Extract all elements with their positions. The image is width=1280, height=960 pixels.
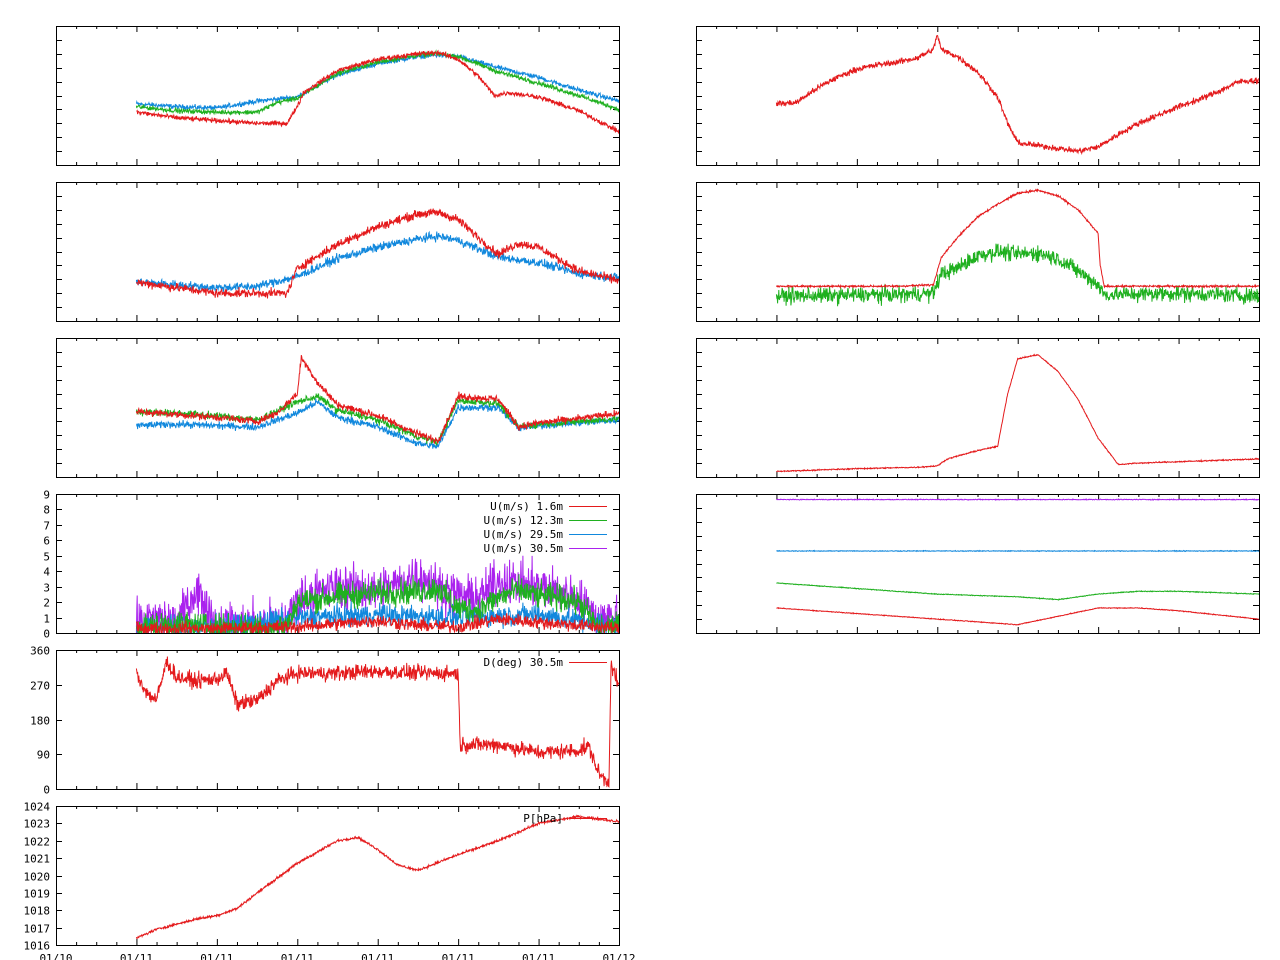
series-line-1 xyxy=(775,243,1259,307)
chart-panel-right-1 xyxy=(696,26,1260,166)
plot-frame xyxy=(696,494,1260,634)
series-line-0 xyxy=(135,814,619,940)
plot-frame xyxy=(696,338,1260,478)
series-line-1 xyxy=(135,230,619,293)
y-tick-label: 7 xyxy=(43,520,50,533)
series-line-3 xyxy=(135,555,619,633)
series-line-2 xyxy=(776,582,1259,601)
y-tick-label: 1024 xyxy=(24,801,51,814)
plot-frame xyxy=(56,182,620,322)
series-line-0 xyxy=(776,353,1259,473)
x-tick-label-date: 01/12 xyxy=(602,952,635,960)
series-line-3 xyxy=(776,606,1259,626)
y-tick-label: 6 xyxy=(43,535,50,548)
x-tick-label-date: 01/11 xyxy=(120,952,153,960)
y-tick-label: 0 xyxy=(43,784,50,797)
y-tick-label: 5 xyxy=(43,551,50,564)
series-line-0 xyxy=(776,497,1259,502)
legend-label: D(deg) 30.5m xyxy=(484,656,564,669)
x-tick-label-date: 01/11 xyxy=(200,952,233,960)
x-tick-label-date: 01/11 xyxy=(281,952,314,960)
legend-label: U(m/s) 12.3m xyxy=(484,514,564,527)
y-tick-label: 1021 xyxy=(24,853,51,866)
y-tick-label: 8 xyxy=(43,504,50,517)
y-tick-label: 9 xyxy=(43,489,50,502)
y-tick-label: 1023 xyxy=(24,818,51,831)
chart-panel-left-6: 1016 1017 1018 1019 1020 1021 1022 1023 1024 P[hP… xyxy=(24,801,620,953)
x-tick-label-date: 01/11 xyxy=(361,952,394,960)
chart-panel-right-2 xyxy=(696,182,1260,322)
x-tick-label-date: 01/11 xyxy=(442,952,475,960)
series-line-0 xyxy=(775,34,1259,156)
y-tick-label: 1018 xyxy=(24,905,51,918)
series-line-0 xyxy=(135,656,619,788)
y-tick-label: 1019 xyxy=(24,888,51,901)
y-tick-label: 1017 xyxy=(24,923,51,936)
legend-label: U(m/s) 30.5m xyxy=(484,542,564,555)
y-tick-label: 4 xyxy=(43,566,50,579)
chart-panel-left-5: 0 90 180 270 360 D(deg) 30.5m xyxy=(30,645,620,797)
legend-label: U(m/s) 29.5m xyxy=(484,528,564,541)
chart-panel-right-4 xyxy=(696,494,1260,634)
series-line-0 xyxy=(135,613,619,633)
y-tick-label: 1 xyxy=(43,613,50,626)
y-tick-label: 1016 xyxy=(24,940,51,953)
series-line-1 xyxy=(135,49,619,116)
series-line-0 xyxy=(136,49,619,134)
y-tick-label: 180 xyxy=(30,715,50,728)
legend-label: U(m/s) 1.6m xyxy=(490,500,563,513)
legend-label: P[hPa] xyxy=(523,812,563,825)
plot-frame xyxy=(56,806,620,946)
series-line-0 xyxy=(775,188,1259,290)
series-line-1 xyxy=(776,549,1259,553)
y-tick-label: 1022 xyxy=(24,836,51,849)
plot-frame xyxy=(56,26,620,166)
y-tick-label: 3 xyxy=(43,582,50,595)
y-tick-label: 1020 xyxy=(24,871,51,884)
chart-panel-left-2 xyxy=(56,182,620,322)
series-line-2 xyxy=(135,398,619,450)
x-tick-label-date: 01/10 xyxy=(39,952,72,960)
y-tick-label: 90 xyxy=(37,749,50,762)
y-tick-label: 2 xyxy=(43,597,50,610)
x-tick-label-date: 01/11 xyxy=(522,952,555,960)
chart-panel-left-1 xyxy=(56,26,620,166)
chart-panel-right-3 xyxy=(696,338,1260,478)
y-tick-label: 270 xyxy=(30,680,50,693)
series-line-0 xyxy=(135,208,619,299)
series-line-0 xyxy=(135,355,619,445)
plot-frame xyxy=(696,26,1260,166)
plot-frame xyxy=(56,650,620,790)
y-tick-label: 0 xyxy=(43,628,50,641)
y-tick-label: 360 xyxy=(30,645,50,658)
chart-panel-left-3 xyxy=(56,338,620,478)
